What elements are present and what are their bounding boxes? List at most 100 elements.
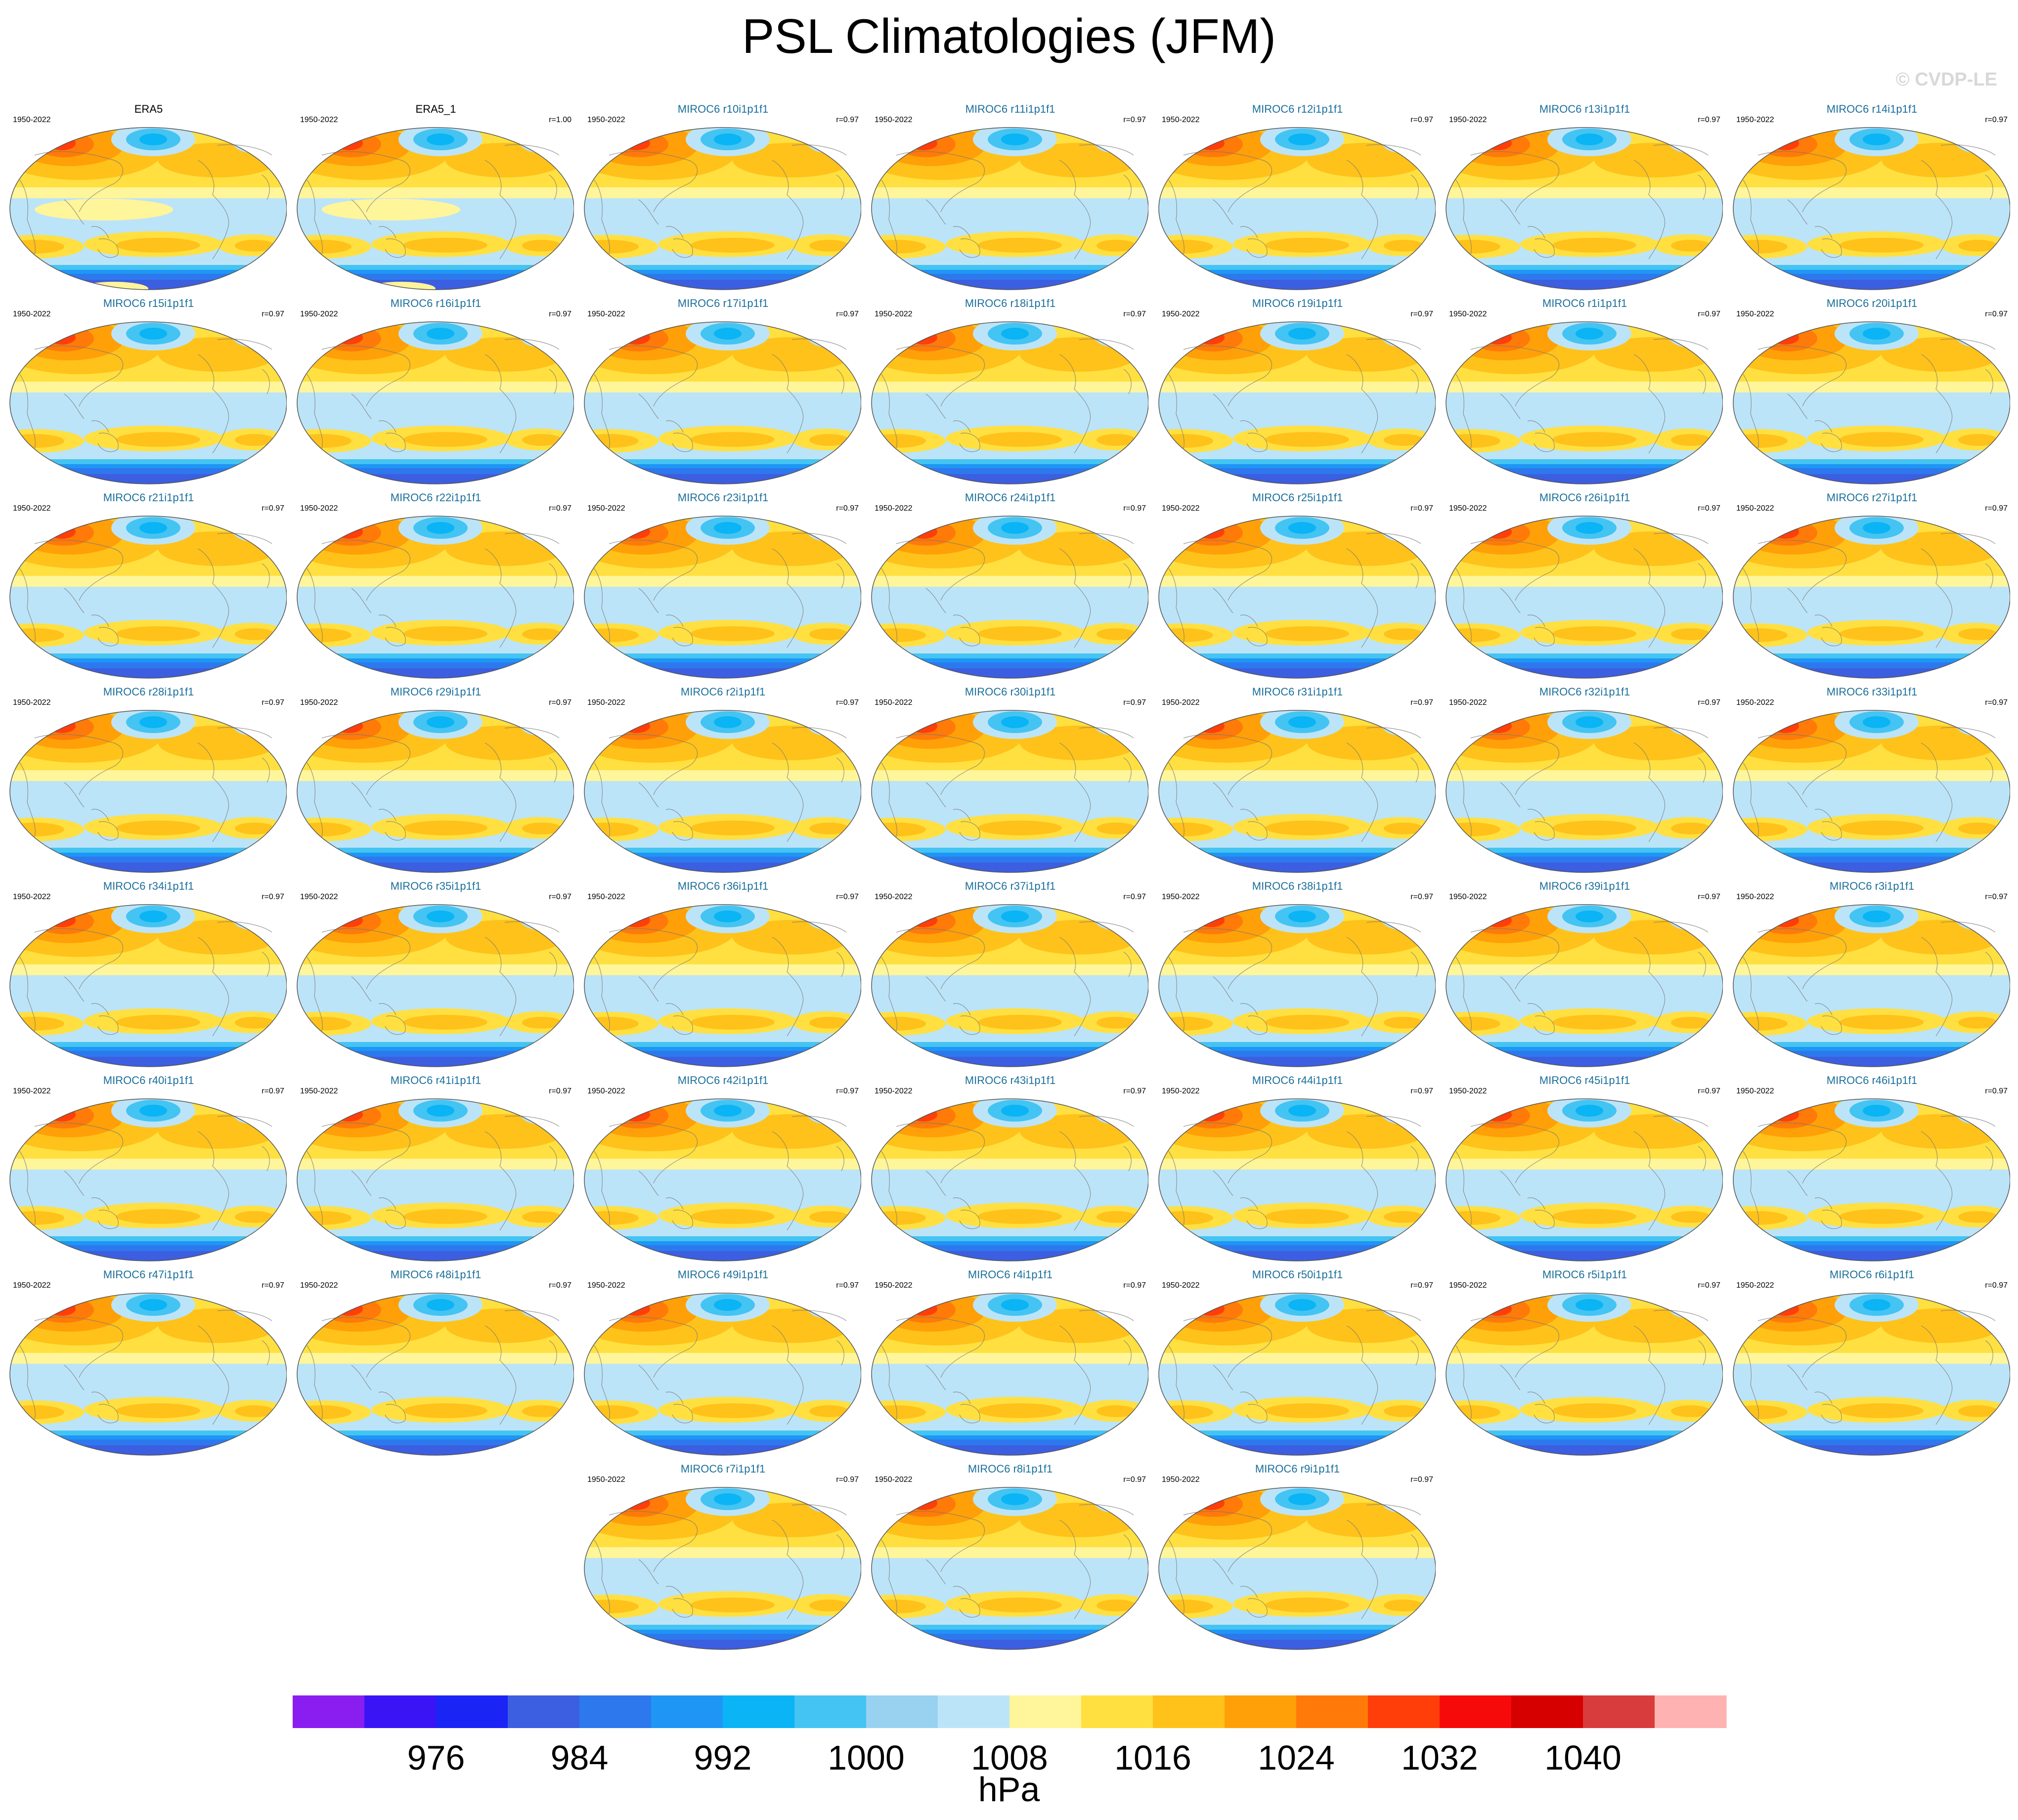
- panel-years: 1950-2022: [875, 1475, 913, 1484]
- panel-years: 1950-2022: [13, 310, 51, 318]
- map-panel: MIROC6 r6i1p1f1 1950-2022 r=0.97: [1728, 1268, 2016, 1459]
- psl-map: [1446, 516, 1723, 679]
- panel-years: 1950-2022: [1736, 116, 1774, 124]
- map-panel: MIROC6 r26i1p1f1 1950-2022 r=0.97: [1441, 491, 1728, 682]
- panel-correlation: r=0.97: [1410, 893, 1433, 901]
- figure-title: PSL Climatologies (JFM): [742, 9, 1276, 63]
- panel-years: 1950-2022: [1162, 1087, 1200, 1095]
- panel-title: MIROC6 r22i1p1f1: [390, 491, 482, 504]
- panel-correlation: r=0.97: [836, 310, 859, 318]
- panel-correlation: r=0.97: [836, 698, 859, 707]
- panel-title: MIROC6 r8i1p1f1: [967, 1463, 1053, 1475]
- panel-correlation: r=0.97: [1410, 1087, 1433, 1095]
- panel-years: 1950-2022: [587, 310, 625, 318]
- panel-correlation: r=0.97: [1410, 310, 1433, 318]
- panel-years: 1950-2022: [300, 504, 338, 513]
- panel-correlation: r=0.97: [549, 504, 571, 513]
- panel-title: MIROC6 r7i1p1f1: [680, 1463, 766, 1475]
- panel-title: MIROC6 r27i1p1f1: [1826, 491, 1918, 504]
- psl-map: [9, 1293, 287, 1456]
- panel-years: 1950-2022: [1736, 504, 1774, 513]
- panel-title: MIROC6 r16i1p1f1: [390, 297, 482, 309]
- psl-map: [584, 1098, 861, 1261]
- psl-map: [1733, 710, 2010, 873]
- panel-title: MIROC6 r13i1p1f1: [1539, 103, 1630, 115]
- panel-title: MIROC6 r12i1p1f1: [1252, 103, 1343, 115]
- map-panel: ERA5 1950-2022: [5, 103, 292, 293]
- panel-years: 1950-2022: [587, 1281, 625, 1290]
- colorbar-units: hPa: [978, 1770, 1040, 1809]
- panel-correlation: r=0.97: [1985, 698, 2008, 707]
- psl-map: [871, 1293, 1148, 1456]
- map-panel: MIROC6 r10i1p1f1 1950-2022 r=0.97: [579, 103, 867, 293]
- map-panel: MIROC6 r22i1p1f1 1950-2022 r=0.97: [292, 491, 579, 682]
- panel-title: MIROC6 r47i1p1f1: [103, 1268, 194, 1281]
- map-panel: MIROC6 r24i1p1f1 1950-2022 r=0.97: [867, 491, 1154, 682]
- psl-map: [1446, 1293, 1723, 1456]
- map-panel: MIROC6 r44i1p1f1 1950-2022 r=0.97: [1154, 1074, 1441, 1264]
- psl-map: [1733, 516, 2010, 679]
- copyright-watermark: © CVDP-LE: [1895, 69, 1997, 90]
- panel-years: 1950-2022: [13, 893, 51, 901]
- panel-correlation: r=0.97: [549, 1087, 571, 1095]
- panel-correlation: r=0.97: [1985, 893, 2008, 901]
- panel-correlation: r=0.97: [1123, 504, 1146, 513]
- map-panel: MIROC6 r50i1p1f1 1950-2022 r=0.97: [1154, 1268, 1441, 1459]
- map-panel: MIROC6 r17i1p1f1 1950-2022 r=0.97: [579, 297, 867, 487]
- psl-map: [297, 127, 574, 290]
- map-panel: MIROC6 r48i1p1f1 1950-2022 r=0.97: [292, 1268, 579, 1459]
- panel-title: MIROC6 r29i1p1f1: [390, 686, 482, 698]
- psl-map: [871, 1098, 1148, 1261]
- panel-title: MIROC6 r44i1p1f1: [1252, 1074, 1343, 1086]
- panel-title: MIROC6 r18i1p1f1: [965, 297, 1056, 309]
- map-panel: MIROC6 r28i1p1f1 1950-2022 r=0.97: [5, 686, 292, 876]
- panel-title: MIROC6 r34i1p1f1: [103, 880, 194, 892]
- psl-map: [584, 321, 861, 484]
- panel-correlation: r=0.97: [1698, 1087, 1720, 1095]
- panel-correlation: r=0.97: [1698, 698, 1720, 707]
- psl-map: [871, 710, 1148, 873]
- panel-years: 1950-2022: [13, 1087, 51, 1095]
- panel-title: MIROC6 r1i1p1f1: [1542, 297, 1627, 309]
- map-panel: MIROC6 r23i1p1f1 1950-2022 r=0.97: [579, 491, 867, 682]
- panel-title: MIROC6 r31i1p1f1: [1252, 686, 1343, 698]
- map-panel: MIROC6 r27i1p1f1 1950-2022 r=0.97: [1728, 491, 2016, 682]
- map-panel: MIROC6 r43i1p1f1 1950-2022 r=0.97: [867, 1074, 1154, 1264]
- map-panel: MIROC6 r33i1p1f1 1950-2022 r=0.97: [1728, 686, 2016, 876]
- psl-map: [584, 1487, 861, 1650]
- panel-title: MIROC6 r23i1p1f1: [677, 491, 769, 504]
- psl-map: [1158, 904, 1436, 1067]
- psl-map: [9, 321, 287, 484]
- panel-years: 1950-2022: [13, 698, 51, 707]
- map-panel: MIROC6 r29i1p1f1 1950-2022 r=0.97: [292, 686, 579, 876]
- map-panel: MIROC6 r14i1p1f1 1950-2022 r=0.97: [1728, 103, 2016, 293]
- panel-correlation: r=0.97: [1698, 893, 1720, 901]
- psl-map: [9, 904, 287, 1067]
- map-panel: MIROC6 r25i1p1f1 1950-2022 r=0.97: [1154, 491, 1441, 682]
- panel-years: 1950-2022: [1162, 893, 1200, 901]
- panel-correlation: r=0.97: [1123, 893, 1146, 901]
- panel-correlation: r=0.97: [1698, 1281, 1720, 1290]
- panel-years: 1950-2022: [1449, 310, 1487, 318]
- panel-title: MIROC6 r36i1p1f1: [677, 880, 769, 892]
- panel-correlation: r=0.97: [1985, 1087, 2008, 1095]
- map-panel: MIROC6 r45i1p1f1 1950-2022 r=0.97: [1441, 1074, 1728, 1264]
- psl-map: [1446, 1098, 1723, 1261]
- psl-map: [871, 1487, 1148, 1650]
- panel-correlation: r=0.97: [262, 1281, 284, 1290]
- map-panel: MIROC6 r31i1p1f1 1950-2022 r=0.97: [1154, 686, 1441, 876]
- panel-title: MIROC6 r4i1p1f1: [967, 1268, 1053, 1281]
- panel-years: 1950-2022: [1162, 504, 1200, 513]
- panel-years: 1950-2022: [875, 310, 913, 318]
- panel-title: MIROC6 r25i1p1f1: [1252, 491, 1343, 504]
- panel-title: MIROC6 r37i1p1f1: [965, 880, 1056, 892]
- map-panel: MIROC6 r4i1p1f1 1950-2022 r=0.97: [867, 1268, 1154, 1459]
- panel-years: 1950-2022: [1162, 1281, 1200, 1290]
- panel-title: MIROC6 r9i1p1f1: [1255, 1463, 1340, 1475]
- map-panel: MIROC6 r21i1p1f1 1950-2022 r=0.97: [5, 491, 292, 682]
- psl-map: [9, 516, 287, 679]
- panel-title: MIROC6 r40i1p1f1: [103, 1074, 194, 1086]
- panel-years: 1950-2022: [1449, 1087, 1487, 1095]
- panel-title: MIROC6 r14i1p1f1: [1826, 103, 1918, 115]
- panel-years: 1950-2022: [587, 698, 625, 707]
